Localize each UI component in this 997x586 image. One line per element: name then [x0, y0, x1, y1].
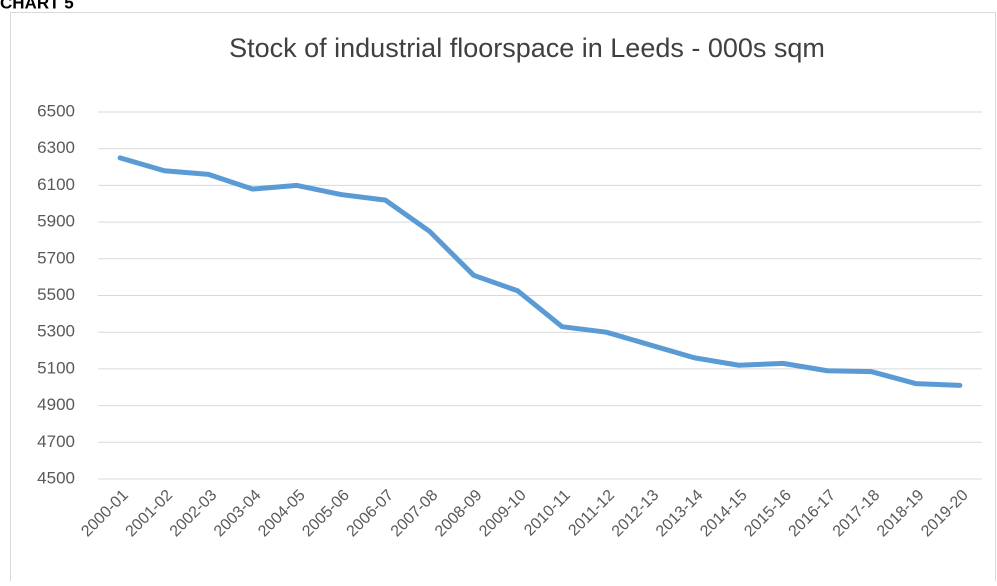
- x-tick-label: 2009-10: [476, 487, 530, 541]
- x-tick-label: 2002-03: [167, 487, 221, 541]
- x-tick-label: 2018-19: [874, 487, 928, 541]
- x-tick-label: 2005-06: [299, 487, 353, 541]
- y-tick-label: 4900: [37, 395, 75, 414]
- x-tick-label: 2010-11: [521, 487, 574, 540]
- x-tick-label: 2016-17: [786, 487, 840, 541]
- x-tick-label: 2012-13: [609, 487, 663, 541]
- x-tick-label: 2019-20: [918, 487, 972, 541]
- y-tick-label: 5100: [37, 358, 75, 377]
- x-tick-label: 2004-05: [255, 487, 309, 541]
- y-tick-label: 4500: [37, 468, 75, 487]
- x-tick-label: 2000-01: [78, 487, 132, 541]
- x-tick-label: 2008-09: [432, 487, 486, 541]
- chart-number: CHART 5: [0, 0, 74, 12]
- y-tick-label: 6300: [37, 138, 75, 157]
- x-tick-label: 2011-12: [565, 487, 618, 540]
- y-tick-label: 4700: [37, 432, 75, 451]
- x-tick-label: 2003-04: [211, 487, 265, 541]
- y-tick-label: 6100: [37, 175, 75, 194]
- x-tick-label: 2013-14: [653, 487, 707, 541]
- data-line: [117, 155, 963, 388]
- y-tick-label: 5900: [37, 212, 75, 231]
- y-tick-label: 5500: [37, 285, 75, 304]
- chart-title: Stock of industrial floorspace in Leeds …: [229, 33, 825, 63]
- y-tick-label: 5700: [37, 248, 75, 267]
- y-tick-label: 6500: [37, 101, 75, 120]
- x-tick-label: 2001-02: [123, 487, 177, 541]
- x-tick-label: 2006-07: [344, 487, 398, 541]
- x-tick-label: 2017-18: [830, 487, 884, 541]
- x-tick-label: 2015-16: [741, 487, 795, 541]
- y-tick-label: 5300: [37, 322, 75, 341]
- x-tick-label: 2014-15: [697, 487, 751, 541]
- x-tick-label: 2007-08: [388, 487, 442, 541]
